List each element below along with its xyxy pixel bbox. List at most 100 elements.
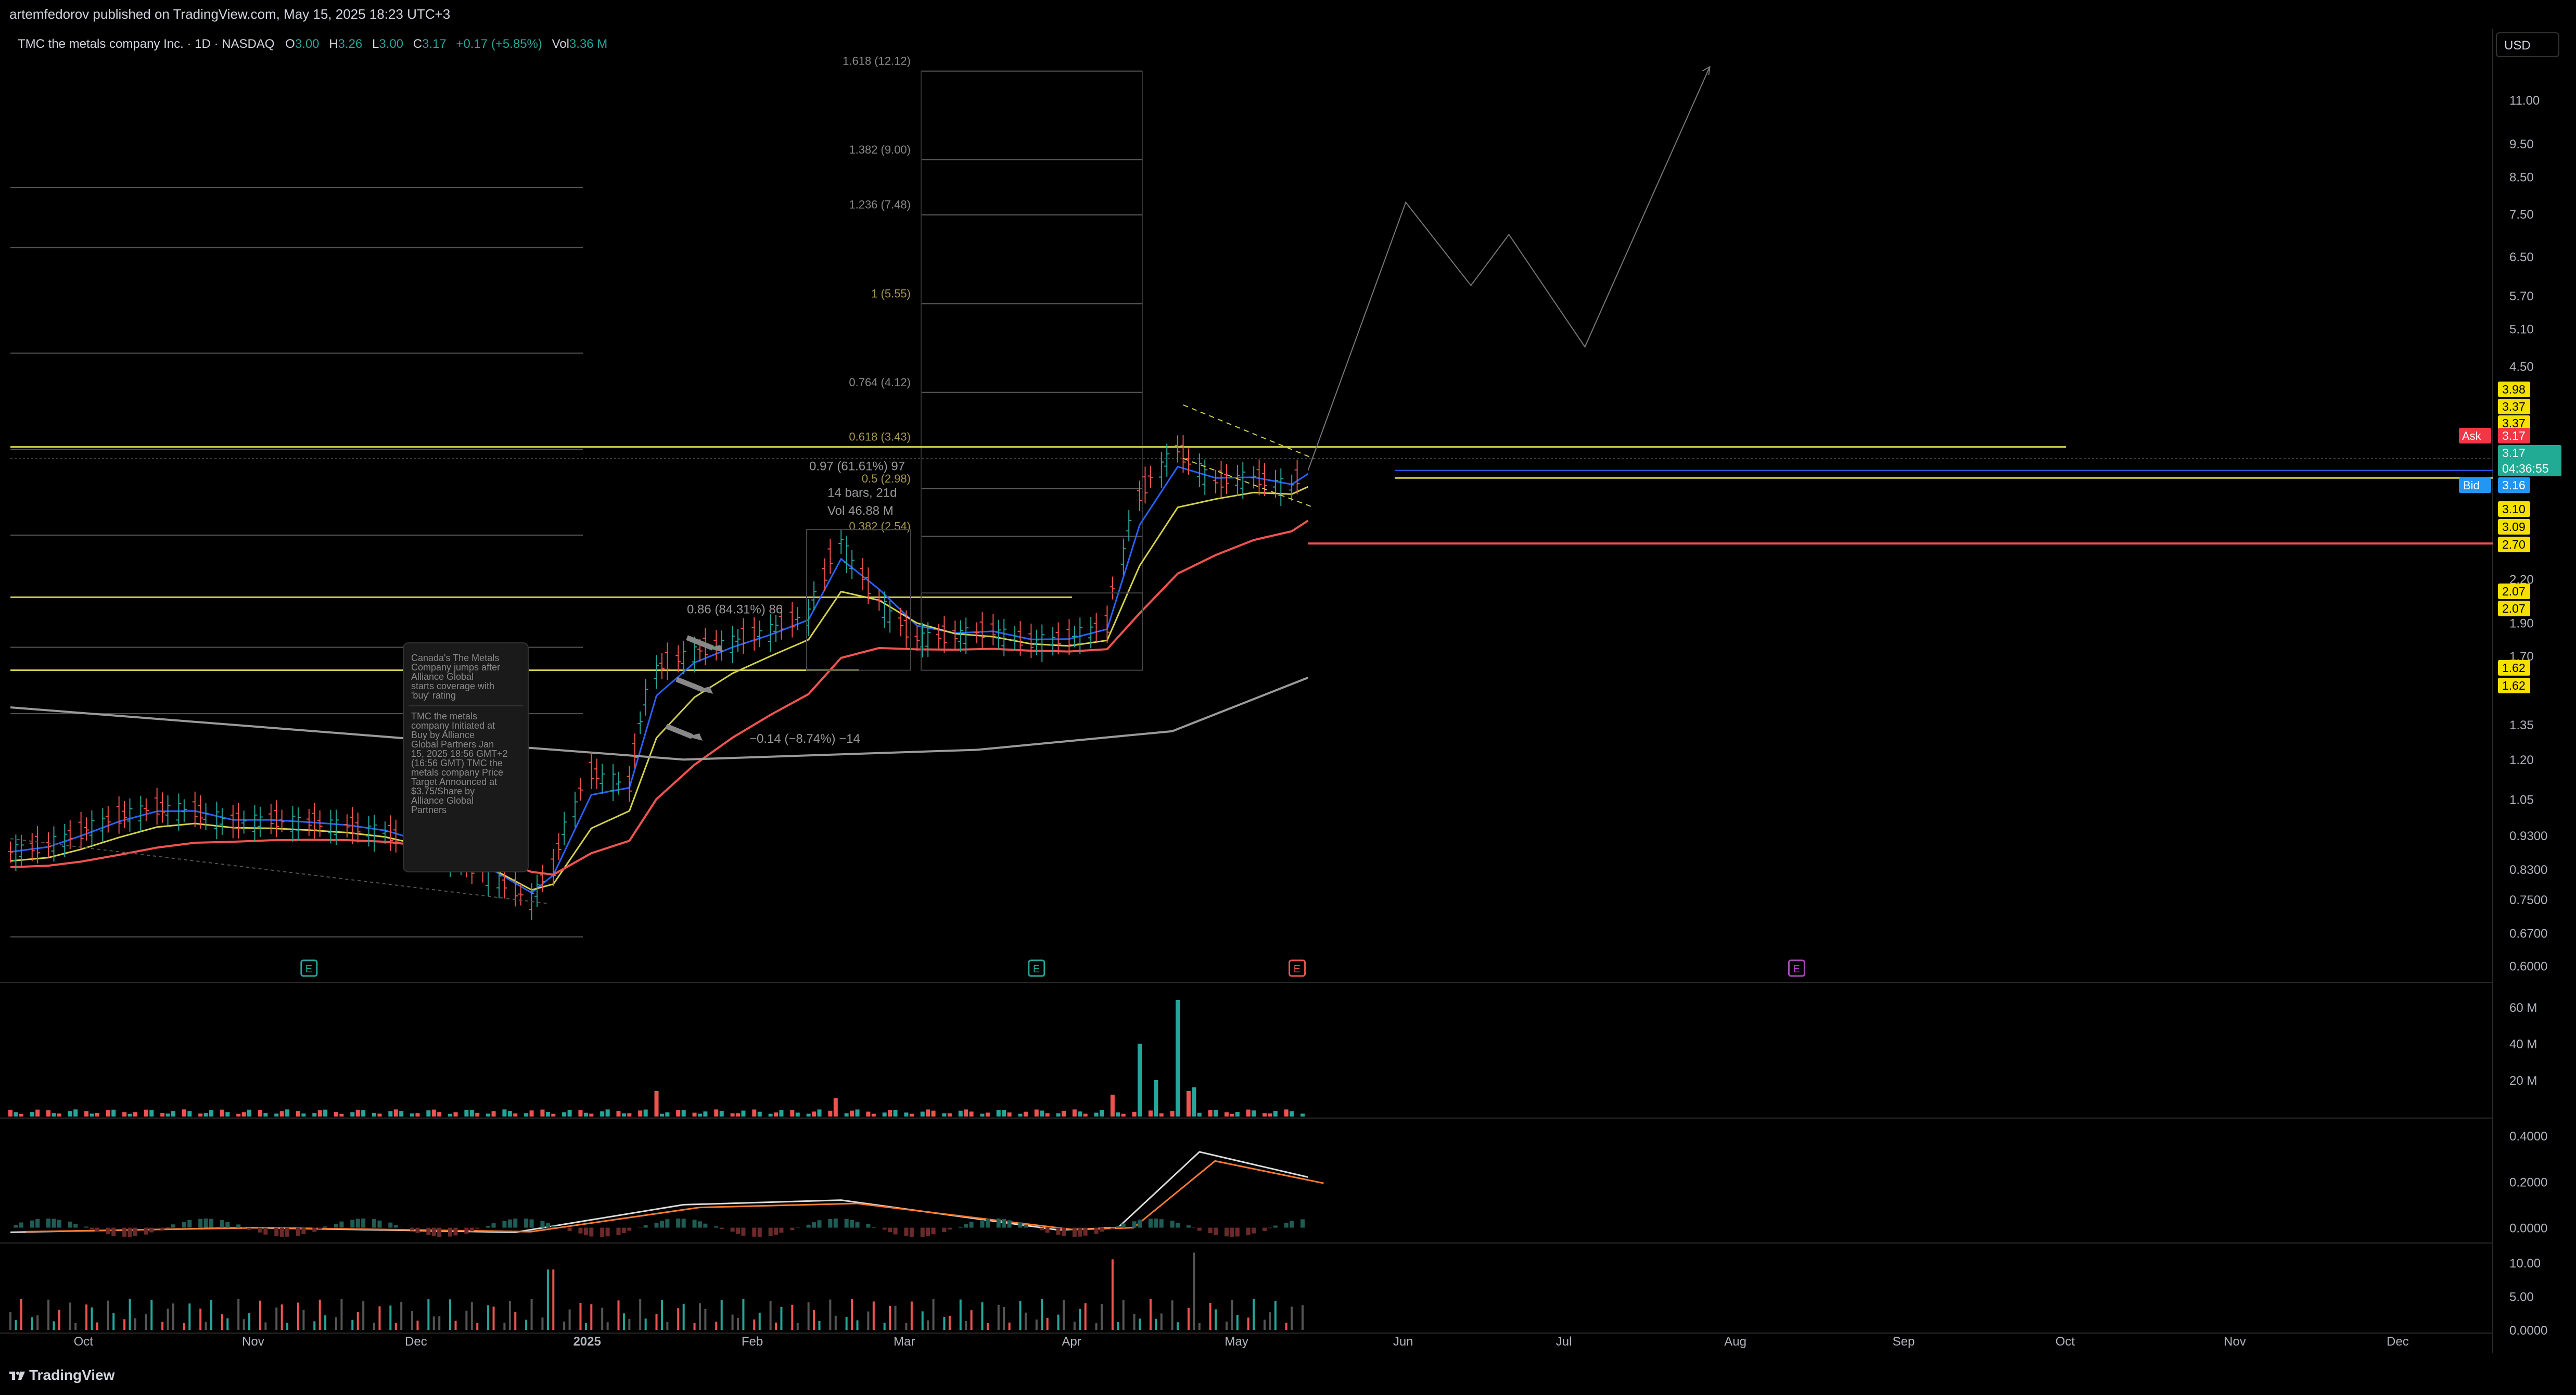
volume-bar (350, 1112, 355, 1117)
volume-bar (893, 1110, 898, 1117)
oscillator-bar (1253, 1299, 1255, 1330)
macd-histogram-bar (171, 1224, 175, 1228)
oscillator-bar (9, 1312, 11, 1330)
volume-bar (1148, 1110, 1153, 1117)
macd-histogram-bar (68, 1221, 72, 1228)
oscillator-bar (378, 1306, 381, 1330)
volume-bar (697, 1113, 702, 1117)
volume-bar (1252, 1110, 1256, 1117)
volume-bar (1214, 1110, 1218, 1117)
level-tag-label: 3.37 (2502, 400, 2526, 413)
oscillator-bar (1122, 1300, 1125, 1330)
macd-histogram-bar (1284, 1223, 1289, 1228)
chart-canvas[interactable]: 1.618 (12.12) 1.382 (9.00) 1.236 (7.48) 1 (… (0, 29, 2576, 1353)
volume-bar (95, 1113, 99, 1117)
macd-histogram-bar (676, 1218, 681, 1228)
volume-bar (665, 1112, 670, 1117)
oscillator-bar (601, 1308, 604, 1330)
volume-bar (372, 1112, 377, 1117)
volume-bar (111, 1109, 116, 1117)
oscillator-bar (297, 1302, 299, 1330)
macd-histogram-bar (1061, 1227, 1066, 1236)
volume-bar (334, 1112, 338, 1117)
level-tag (2498, 519, 2530, 535)
volume-bar (182, 1109, 186, 1117)
price-tick-label: 7.50 (2509, 208, 2534, 222)
oscillator-bar (970, 1310, 973, 1330)
oscillator-bar (1160, 1313, 1163, 1330)
volume-bar (57, 1113, 61, 1117)
fib-level-label: 0.618 (3.43) (849, 430, 911, 443)
earnings-marker (1788, 959, 1805, 977)
news-note-text: Canada's The Metals (411, 653, 499, 663)
volume-bar (909, 1113, 914, 1117)
price-axis[interactable]: 11.009.508.507.506.505.705.104.502.201.9… (2459, 94, 2561, 974)
oscillator-bar (1193, 1252, 1195, 1330)
macd-histogram-bar (241, 1227, 246, 1228)
macd-histogram-bar (942, 1227, 947, 1233)
volume-bar (491, 1111, 496, 1117)
macd-histogram-bar (1132, 1221, 1137, 1228)
currency-button[interactable]: USD (2496, 32, 2559, 57)
oscillator-bar (775, 1322, 777, 1330)
volume-bar (692, 1112, 697, 1117)
volume-bar (942, 1113, 947, 1117)
volume-bar (1100, 1110, 1104, 1117)
price-tick-label: 8.50 (2509, 171, 2534, 185)
time-axis[interactable]: Oct Nov Dec 2025 Feb Mar Apr May Jun Jul Aug Sep Oct… (74, 1335, 2409, 1349)
macd-histogram-bar (437, 1227, 442, 1237)
macd-histogram-bar (1023, 1224, 1028, 1228)
macd-histogram-bar (969, 1222, 974, 1228)
volume-bar (926, 1109, 930, 1117)
oscillator-bar (845, 1316, 848, 1330)
oscillator-bar (910, 1301, 913, 1330)
measure-annotation: 14 bars, 21d (827, 486, 897, 500)
volume-bar (1159, 1113, 1164, 1117)
volume-bar (627, 1113, 632, 1117)
volume-bar (833, 1098, 838, 1117)
price-tick-label: 1.20 (2509, 753, 2534, 767)
macd-histogram-bar (692, 1220, 697, 1228)
level-tag-label: 1.62 (2502, 679, 2526, 692)
volume-bar (236, 1113, 241, 1117)
oscillator-bar (742, 1299, 745, 1330)
macd-histogram-bar (855, 1222, 860, 1228)
bid-tag (2459, 477, 2491, 493)
oscillator-bar (639, 1299, 642, 1330)
macd-histogram-bar (225, 1222, 230, 1228)
macd-histogram-bar (909, 1227, 914, 1237)
oscillator-bar (568, 1309, 571, 1330)
moving-averages (10, 465, 2493, 894)
volume-bar (551, 1113, 556, 1117)
time-tick-label: Dec (405, 1335, 427, 1349)
macd-histogram-bar (133, 1227, 137, 1236)
oscillator-bar (411, 1311, 414, 1330)
macd-histogram-bar (768, 1227, 773, 1236)
oscillator-bar (1041, 1299, 1043, 1330)
price-tick-label: 0.6700 (2509, 927, 2547, 941)
volume-bar (160, 1113, 165, 1117)
oscillator-bar (129, 1299, 131, 1330)
macd-histogram-bar (1176, 1223, 1180, 1228)
macd-histogram-bar (524, 1219, 529, 1228)
oscillator-bar (362, 1301, 365, 1330)
projection-arrowhead (1702, 66, 1711, 75)
time-tick-label: 2025 (573, 1335, 601, 1349)
macd-histogram-bar (1045, 1227, 1050, 1233)
volume-bar (1061, 1110, 1066, 1117)
tradingview-logo[interactable]: TradingView (9, 1367, 114, 1384)
oscillator-bar (1155, 1318, 1157, 1330)
volume-bar (757, 1111, 762, 1117)
oscillator-bar (427, 1299, 430, 1330)
arrow-shaft (686, 635, 714, 651)
volume-bar (8, 1109, 12, 1117)
macd-histogram-bar (1148, 1219, 1153, 1228)
macd-histogram-bar (621, 1227, 626, 1234)
oscillator-bar (584, 1323, 587, 1330)
oscillator-bar (1187, 1308, 1190, 1330)
macd-histogram-bar (1186, 1225, 1191, 1228)
oscillator-bar (541, 1317, 544, 1330)
macd-histogram-bar (681, 1219, 686, 1228)
legend-change: +0.17 (+5.85%) (456, 37, 542, 51)
oscillator-bar (1264, 1320, 1266, 1330)
